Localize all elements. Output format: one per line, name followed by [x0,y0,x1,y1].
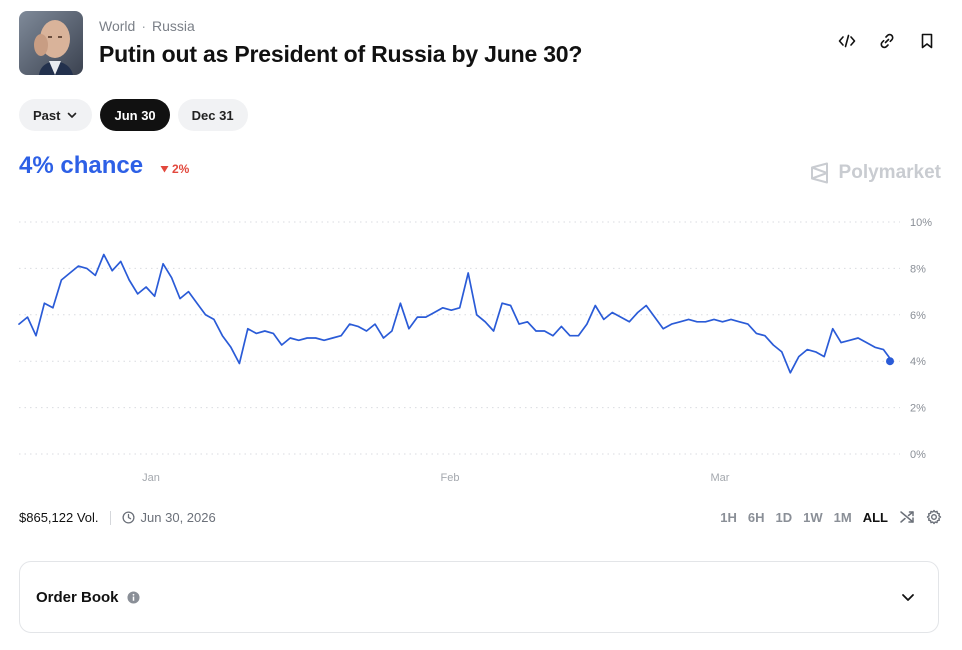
date-filter-pills: Past Jun 30 Dec 31 [19,99,248,131]
past-dropdown-label: Past [33,107,61,123]
x-tick-label: Mar [711,472,730,484]
breadcrumb-subcategory[interactable]: Russia [151,18,195,34]
price-chart[interactable]: 10% 8% 6% 4% 2% 0% Jan Feb Mar [0,200,962,495]
clock-icon [121,511,135,524]
date-option-jun-30[interactable]: Jun 30 [100,99,170,131]
header-actions [836,30,938,52]
info-icon[interactable] [126,590,140,604]
x-tick-label: Feb [441,472,460,484]
end-date-text: Jun 30, 2026 [140,510,216,525]
market-meta: $865,122 Vol. Jun 30, 2026 [19,510,216,525]
breadcrumb-category[interactable]: World [99,18,136,34]
range-1h[interactable]: 1H [720,509,737,525]
market-title: Putin out as President of Russia by June… [99,41,583,67]
meta-divider [109,510,111,525]
series-line [18,253,893,374]
past-dropdown[interactable]: Past [19,99,93,131]
y-tick-label: 2% [910,403,926,415]
y-tick-label: 6% [910,310,926,322]
chevron-down-icon [68,112,77,118]
breadcrumb-separator: · [141,18,146,34]
y-tick-label: 10% [910,217,932,229]
end-date: Jun 30, 2026 [121,510,216,525]
down-triangle-icon [160,166,169,173]
order-book-section[interactable]: Order Book [19,561,939,633]
x-tick-label: Jan [142,472,160,484]
shuffle-icon[interactable] [899,509,915,525]
polymarket-logo-icon [810,162,828,184]
chance-change: 2% [160,162,189,176]
y-tick-label: 4% [910,356,926,368]
bookmark-icon[interactable] [916,30,938,52]
y-tick-label: 0% [910,449,926,461]
order-book-label: Order Book [36,588,119,606]
chart-grid [19,221,900,455]
polymarket-watermark: Polymarket [809,162,941,184]
y-tick-label: 8% [910,263,926,275]
settings-gear-icon[interactable] [926,509,942,525]
chance-value: 4% chance [19,152,144,179]
link-icon[interactable] [876,30,898,52]
x-axis-ticks: Jan Feb Mar [142,472,730,484]
range-1w[interactable]: 1W [803,509,823,525]
order-book-title: Order Book [36,589,140,606]
date-option-dec-31[interactable]: Dec 31 [177,99,248,131]
range-1m[interactable]: 1M [833,509,852,525]
y-axis-ticks: 10% 8% 6% 4% 2% 0% [910,217,932,461]
market-thumbnail [19,11,83,75]
breadcrumb: World · Russia [99,18,195,34]
polymarket-brand-name: Polymarket [838,162,941,183]
chevron-down-icon[interactable] [900,589,916,605]
time-range-selector: 1H 6H 1D 1W 1M ALL [720,509,942,525]
embed-icon[interactable] [836,30,858,52]
range-6h[interactable]: 6H [747,509,765,525]
chance-change-value: 2% [172,162,190,176]
range-all[interactable]: ALL [862,509,888,525]
series-end-point [886,357,894,366]
volume-text: $865,122 Vol. [19,510,99,525]
range-1d[interactable]: 1D [775,509,793,525]
